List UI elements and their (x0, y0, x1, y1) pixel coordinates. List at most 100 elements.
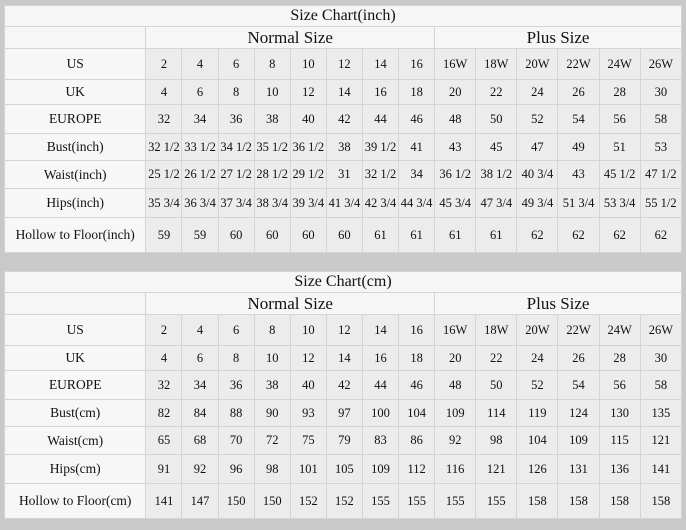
size-value-cell: 152 (289, 483, 327, 519)
size-value-cell: 6 (181, 79, 219, 105)
size-value-cell: 32 1/2 (145, 133, 183, 161)
table-title: Size Chart(cm) (4, 271, 682, 293)
size-chart-cm: Size Chart(cm) Normal Size Plus Size US 2 4 6 8… (3, 271, 683, 519)
size-value-cell: 152 (325, 483, 363, 519)
size-value-cell: 61 (398, 217, 436, 253)
size-value-cell: 45 1/2 (598, 160, 641, 189)
size-value-cell: 24 (516, 79, 559, 105)
row-label: UK (3, 345, 147, 371)
size-value-cell: 147 (181, 483, 219, 519)
size-value-cell: 47 3/4 (475, 188, 518, 218)
size-value-cell: 42 (325, 370, 363, 400)
size-value-cell: 130 (598, 399, 641, 427)
size-value-cell: 10 (289, 314, 327, 346)
size-value-cell: 109 (557, 426, 600, 455)
normal-size-header: Normal Size (145, 292, 436, 315)
size-value-cell: 10 (253, 345, 291, 371)
size-value-cell: 8 (253, 314, 291, 346)
size-value-cell: 104 (398, 399, 436, 427)
size-value-cell: 27 1/2 (217, 160, 255, 189)
blank-cell (3, 292, 147, 315)
size-value-cell: 126 (516, 454, 559, 484)
size-value-cell: 36 (217, 370, 255, 400)
size-value-cell: 4 (145, 79, 183, 105)
size-value-cell: 16 (361, 345, 400, 371)
size-value-cell: 36 (217, 104, 255, 134)
size-value-cell: 18W (475, 48, 518, 80)
table-row: Hollow to Floor(inch) 59 59 60 60 60 60 61 61 61 6… (3, 217, 683, 253)
size-value-cell: 25 1/2 (145, 160, 183, 189)
size-value-cell: 90 (253, 399, 291, 427)
size-value-cell: 105 (325, 454, 363, 484)
size-value-cell: 109 (434, 399, 477, 427)
size-value-cell: 38 (253, 370, 291, 400)
size-value-cell: 36 3/4 (181, 188, 219, 218)
size-value-cell: 12 (325, 314, 363, 346)
size-value-cell: 39 3/4 (289, 188, 327, 218)
size-value-cell: 52 (516, 370, 559, 400)
size-value-cell: 51 3/4 (557, 188, 600, 218)
size-value-cell: 82 (145, 399, 183, 427)
size-value-cell: 79 (325, 426, 363, 455)
size-value-cell: 61 (434, 217, 477, 253)
size-value-cell: 150 (253, 483, 291, 519)
size-value-cell: 30 (639, 345, 683, 371)
table-row: Waist(cm) 65 68 70 72 75 79 83 86 92 98 104 109 115 12… (3, 426, 683, 455)
size-value-cell: 14 (325, 345, 363, 371)
size-value-cell: 109 (361, 454, 400, 484)
size-value-cell: 38 (325, 133, 363, 161)
size-value-cell: 40 (289, 370, 327, 400)
table-row: Bust(cm) 82 84 88 90 93 97 100 104 109 114 119 124 13… (3, 399, 683, 427)
size-value-cell: 12 (289, 345, 327, 371)
size-value-cell: 6 (181, 345, 219, 371)
table-row: Hollow to Floor(cm) 141 147 150 150 152 152 155… (3, 483, 683, 519)
size-value-cell: 54 (557, 104, 600, 134)
size-value-cell: 42 3/4 (361, 188, 400, 218)
size-value-cell: 55 1/2 (639, 188, 683, 218)
size-value-cell: 45 (475, 133, 518, 161)
row-label: UK (3, 79, 147, 105)
row-label: Waist(inch) (3, 160, 147, 189)
size-value-cell: 98 (475, 426, 518, 455)
size-value-cell: 34 (398, 160, 436, 189)
group-row: Normal Size Plus Size (3, 292, 682, 315)
size-value-cell: 24W (598, 314, 641, 346)
size-value-cell: 12 (325, 48, 363, 80)
size-value-cell: 65 (145, 426, 183, 455)
size-value-cell: 58 (639, 104, 683, 134)
size-value-cell: 18 (398, 79, 436, 105)
size-value-cell: 121 (639, 426, 683, 455)
size-value-cell: 52 (516, 104, 559, 134)
size-value-cell: 22W (557, 314, 600, 346)
row-label: EUROPE (3, 104, 147, 134)
size-value-cell: 41 (398, 133, 436, 161)
size-value-cell: 32 1/2 (361, 160, 400, 189)
row-label: Bust(inch) (3, 133, 147, 161)
size-value-cell: 44 3/4 (398, 188, 436, 218)
size-value-cell: 32 (145, 370, 183, 400)
row-label: Hips(inch) (3, 188, 147, 218)
size-value-cell: 22W (557, 48, 600, 80)
size-value-cell: 41 3/4 (325, 188, 363, 218)
size-value-cell: 32 (145, 104, 183, 134)
size-value-cell: 42 (325, 104, 363, 134)
size-value-cell: 136 (598, 454, 641, 484)
size-value-cell: 34 (181, 370, 219, 400)
size-value-cell: 98 (253, 454, 291, 484)
size-value-cell: 24 (516, 345, 559, 371)
size-table: Size Chart(inch) Normal Size Plus Size US 2 4… (3, 5, 683, 253)
size-value-cell: 38 1/2 (475, 160, 518, 189)
size-value-cell: 24W (598, 48, 641, 80)
title-row: Size Chart(inch) (4, 5, 682, 27)
size-value-cell: 50 (475, 370, 518, 400)
size-value-cell: 16 (361, 79, 400, 105)
size-value-cell: 48 (434, 370, 477, 400)
size-value-cell: 62 (598, 217, 641, 253)
size-value-cell: 47 (516, 133, 559, 161)
size-value-cell: 61 (475, 217, 518, 253)
size-value-cell: 26 (557, 345, 600, 371)
size-value-cell: 10 (289, 48, 327, 80)
size-value-cell: 20W (516, 48, 559, 80)
size-value-cell: 155 (475, 483, 518, 519)
size-value-cell: 35 1/2 (253, 133, 291, 161)
